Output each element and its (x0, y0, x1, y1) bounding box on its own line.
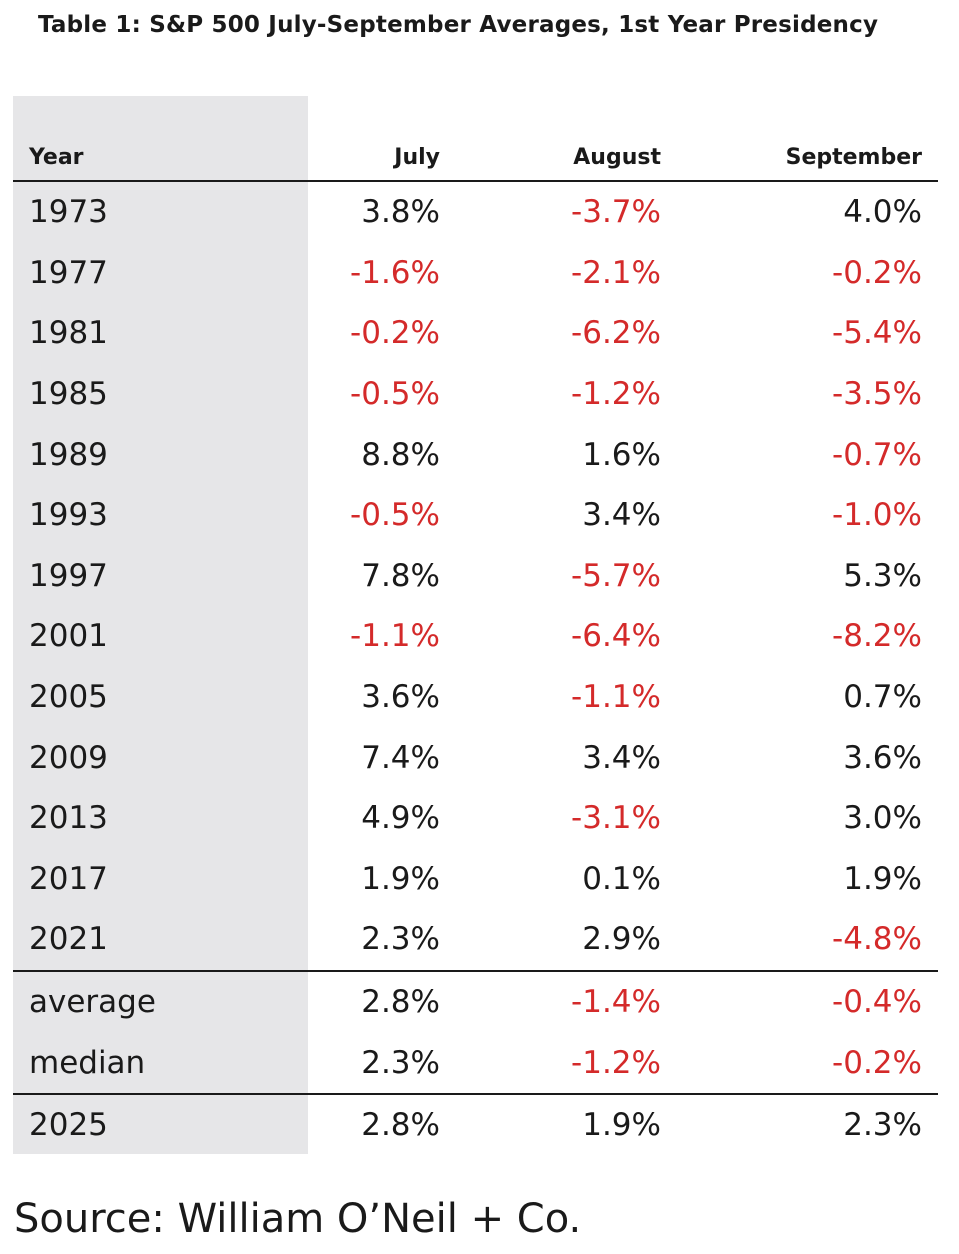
september-cell: -0.7% (832, 436, 922, 473)
header-september: September (785, 145, 922, 170)
table-row: 1977 -1.6% -2.1% -0.2% (13, 243, 938, 304)
year-cell: 1977 (29, 254, 108, 291)
august-cell: -6.4% (571, 618, 661, 655)
september-cell: -8.2% (832, 618, 922, 655)
september-cell: -3.5% (832, 376, 922, 413)
july-cell: 7.8% (361, 557, 440, 594)
august-cell: -6.2% (571, 315, 661, 352)
table-row: 1997 7.8% -5.7% 5.3% (13, 546, 938, 607)
year-cell: 2013 (29, 800, 108, 837)
september-cell: 3.0% (843, 800, 922, 837)
july-cell: 1.9% (361, 860, 440, 897)
july-cell: 3.6% (361, 679, 440, 716)
year-cell: 1973 (29, 194, 108, 231)
source-note: Source: William O’Neil + Co. (14, 1196, 582, 1242)
august-cell: -1.4% (571, 984, 661, 1021)
september-cell: 3.6% (843, 739, 922, 776)
year-cell: average (29, 984, 156, 1021)
table-row: 2021 2.3% 2.9% -4.8% (13, 909, 938, 970)
header-year: Year (29, 145, 84, 170)
table-body: 1973 3.8% -3.7% 4.0% 1977 -1.6% -2.1% -0.2% 1981… (13, 182, 938, 970)
table-row: 2013 4.9% -3.1% 3.0% (13, 788, 938, 849)
july-cell: 2.3% (361, 921, 440, 958)
july-cell: -0.5% (350, 497, 440, 534)
july-cell: -1.1% (350, 618, 440, 655)
table-row: 1981 -0.2% -6.2% -5.4% (13, 303, 938, 364)
august-cell: -1.2% (571, 376, 661, 413)
year-cell: median (29, 1044, 146, 1081)
july-cell: 8.8% (361, 436, 440, 473)
september-cell: -0.2% (832, 1044, 922, 1081)
header-august: August (573, 145, 661, 170)
august-cell: -1.1% (571, 679, 661, 716)
table-row: 1985 -0.5% -1.2% -3.5% (13, 364, 938, 425)
july-cell: 7.4% (361, 739, 440, 776)
september-cell: -1.0% (832, 497, 922, 534)
year-cell: 2017 (29, 860, 108, 897)
table-row: 1973 3.8% -3.7% 4.0% (13, 182, 938, 243)
summary-row: average 2.8% -1.4% -0.4% (13, 972, 938, 1033)
september-cell: -5.4% (832, 315, 922, 352)
september-cell: 5.3% (843, 557, 922, 594)
year-cell: 2009 (29, 739, 108, 776)
july-cell: -0.2% (350, 315, 440, 352)
year-cell: 1989 (29, 436, 108, 473)
year-cell: 2005 (29, 679, 108, 716)
september-cell: 0.7% (843, 679, 922, 716)
year-cell: 2021 (29, 921, 108, 958)
table-row: 2009 7.4% 3.4% 3.6% (13, 727, 938, 788)
august-cell: -5.7% (571, 557, 661, 594)
august-cell: 3.4% (582, 497, 661, 534)
july-cell: 2.3% (361, 1044, 440, 1081)
table-row: 2005 3.6% -1.1% 0.7% (13, 667, 938, 728)
july-cell: 2.8% (361, 1107, 440, 1144)
september-cell: -4.8% (832, 921, 922, 958)
year-cell: 1985 (29, 376, 108, 413)
august-cell: -3.1% (571, 800, 661, 837)
august-cell: 1.9% (582, 1107, 661, 1144)
returns-table: Year July August September 1973 3.8% -3.7%… (13, 96, 938, 1156)
august-cell: 0.1% (582, 860, 661, 897)
current-year-row: 2025 2.8% 1.9% 2.3% (13, 1095, 938, 1156)
september-cell: 4.0% (843, 194, 922, 231)
september-cell: -0.2% (832, 254, 922, 291)
year-cell: 1981 (29, 315, 108, 352)
year-cell: 2001 (29, 618, 108, 655)
summary-row: median 2.3% -1.2% -0.2% (13, 1032, 938, 1093)
july-cell: -0.5% (350, 376, 440, 413)
header-july: July (394, 145, 440, 170)
table-row: 1989 8.8% 1.6% -0.7% (13, 424, 938, 485)
september-cell: 2.3% (843, 1107, 922, 1144)
july-cell: 2.8% (361, 984, 440, 1021)
august-cell: -3.7% (571, 194, 661, 231)
table-header-row: Year July August September (13, 96, 938, 182)
july-cell: 3.8% (361, 194, 440, 231)
year-column-shading (13, 96, 308, 1154)
july-cell: 4.9% (361, 800, 440, 837)
september-cell: 1.9% (843, 860, 922, 897)
year-cell: 2025 (29, 1107, 108, 1144)
table-row: 2017 1.9% 0.1% 1.9% (13, 849, 938, 910)
table-row: 2001 -1.1% -6.4% -8.2% (13, 606, 938, 667)
table-title: Table 1: S&P 500 July-September Averages… (38, 12, 879, 38)
august-cell: -1.2% (571, 1044, 661, 1081)
table-row: 1993 -0.5% 3.4% -1.0% (13, 485, 938, 546)
summary-section: average 2.8% -1.4% -0.4% median 2.3% -1.2% -0.2… (13, 969, 938, 1093)
august-cell: 2.9% (582, 921, 661, 958)
year-cell: 1997 (29, 557, 108, 594)
current-year-section: 2025 2.8% 1.9% 2.3% (13, 1092, 938, 1156)
august-cell: -2.1% (571, 254, 661, 291)
july-cell: -1.6% (350, 254, 440, 291)
september-cell: -0.4% (832, 984, 922, 1021)
august-cell: 1.6% (582, 436, 661, 473)
year-cell: 1993 (29, 497, 108, 534)
august-cell: 3.4% (582, 739, 661, 776)
